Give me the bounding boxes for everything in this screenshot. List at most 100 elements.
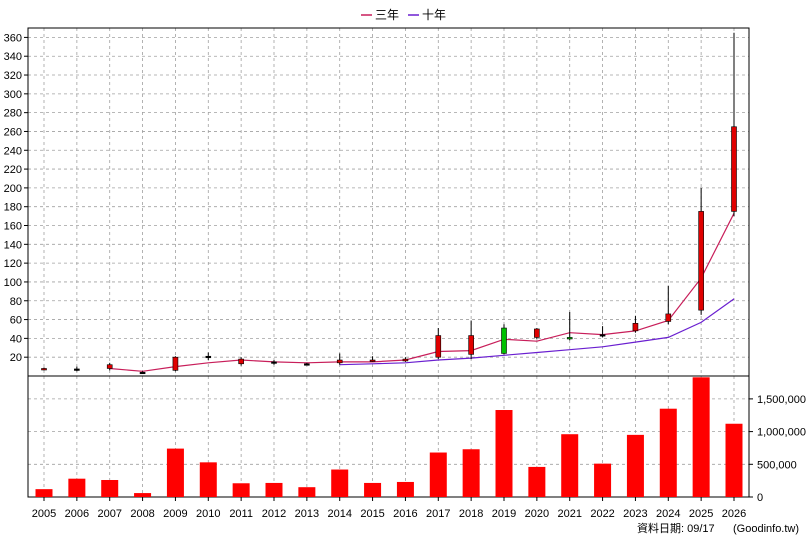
x-tick-label: 2023 bbox=[623, 508, 647, 520]
x-tick-label: 2024 bbox=[656, 508, 680, 520]
candle-body bbox=[698, 211, 704, 311]
volume-bar bbox=[298, 487, 316, 497]
legend-ma3-label: 三年 bbox=[375, 8, 399, 22]
x-tick-label: 2021 bbox=[557, 508, 581, 520]
price-tick-label: 240 bbox=[4, 145, 22, 157]
legend: 三年 十年 bbox=[361, 8, 446, 22]
ma10-line bbox=[339, 298, 735, 366]
x-tick-label: 2012 bbox=[262, 508, 286, 520]
x-tick-label: 2015 bbox=[360, 508, 384, 520]
candle-body bbox=[304, 363, 310, 366]
price-tick-label: 80 bbox=[10, 296, 22, 308]
legend-ma10-label: 十年 bbox=[422, 8, 446, 22]
moving-average-lines bbox=[109, 213, 735, 372]
candle-body bbox=[238, 358, 244, 365]
volume-bar bbox=[429, 452, 447, 497]
x-tick-label: 2026 bbox=[722, 508, 746, 520]
volume-bar bbox=[462, 449, 480, 497]
candlesticks bbox=[41, 32, 737, 375]
volume-bar bbox=[594, 463, 612, 497]
x-tick-label: 2025 bbox=[689, 508, 713, 520]
volume-bar bbox=[495, 410, 513, 497]
x-tick-label: 2009 bbox=[163, 508, 187, 520]
volume-bar bbox=[626, 434, 644, 497]
ma3-line bbox=[109, 213, 735, 372]
price-tick-label: 120 bbox=[4, 258, 22, 270]
volume-bar bbox=[232, 483, 250, 497]
candle-body bbox=[435, 335, 442, 358]
x-tick-label: 2010 bbox=[196, 508, 220, 520]
candle-body bbox=[731, 126, 737, 212]
volume-bar bbox=[331, 469, 349, 497]
volume-tick-label: 500,000 bbox=[757, 459, 797, 471]
candle-body bbox=[501, 327, 507, 354]
price-tick-label: 180 bbox=[4, 202, 22, 214]
volume-bar bbox=[364, 482, 382, 497]
price-tick-label: 160 bbox=[4, 221, 22, 233]
footer-date-label: 資料日期: 09/17 bbox=[637, 521, 715, 535]
x-tick-label: 2013 bbox=[295, 508, 319, 520]
volume-bar bbox=[659, 408, 677, 497]
volume-bar bbox=[528, 466, 546, 497]
volume-bars bbox=[35, 377, 743, 497]
grid-layer bbox=[28, 28, 749, 497]
candle-body bbox=[106, 364, 113, 369]
volume-bar bbox=[134, 493, 152, 497]
price-tick-label: 200 bbox=[4, 183, 22, 195]
x-tick-label: 2018 bbox=[459, 508, 483, 520]
volume-tick-label: 1,500,000 bbox=[757, 394, 806, 406]
candle-body bbox=[566, 337, 573, 340]
volume-bar bbox=[199, 462, 217, 497]
x-tick-label: 2014 bbox=[327, 508, 351, 520]
candle-body bbox=[369, 359, 376, 362]
candle-body bbox=[336, 359, 343, 364]
price-tick-label: 20 bbox=[10, 352, 22, 364]
volume-bar bbox=[692, 377, 710, 497]
price-tick-label: 100 bbox=[4, 277, 22, 289]
price-tick-label: 320 bbox=[4, 70, 22, 82]
candle-body bbox=[271, 361, 277, 364]
price-tick-label: 220 bbox=[4, 164, 22, 176]
candle-body bbox=[139, 371, 146, 375]
x-tick-label: 2022 bbox=[590, 508, 614, 520]
price-tick-label: 60 bbox=[10, 315, 22, 327]
footer-source-label: (Goodinfo.tw) bbox=[733, 523, 799, 535]
price-tick-label: 40 bbox=[10, 333, 22, 345]
price-tick-label: 140 bbox=[4, 239, 22, 251]
volume-bar bbox=[166, 448, 184, 497]
price-tick-label: 300 bbox=[4, 89, 22, 101]
price-tick-label: 340 bbox=[4, 51, 22, 63]
x-tick-label: 2007 bbox=[97, 508, 121, 520]
price-tick-label: 360 bbox=[4, 32, 22, 44]
volume-bar bbox=[101, 479, 119, 497]
candle-body bbox=[402, 358, 409, 362]
candle-body bbox=[665, 313, 672, 322]
volume-bar bbox=[396, 481, 414, 497]
x-tick-label: 2005 bbox=[32, 508, 56, 520]
volume-bar bbox=[561, 434, 579, 497]
x-tick-label: 2006 bbox=[65, 508, 89, 520]
candle-body bbox=[599, 334, 606, 337]
candle-body bbox=[41, 368, 47, 371]
x-tick-label: 2011 bbox=[229, 508, 253, 520]
price-tick-label: 280 bbox=[4, 108, 22, 120]
axis-layer bbox=[24, 27, 753, 501]
candle-body bbox=[205, 355, 212, 359]
x-tick-label: 2020 bbox=[525, 508, 549, 520]
x-tick-label: 2008 bbox=[130, 508, 154, 520]
price-tick-label: 260 bbox=[4, 126, 22, 138]
x-tick-label: 2016 bbox=[393, 508, 417, 520]
plot-frame bbox=[27, 27, 750, 498]
tick-labels: 2005 2006 2007 2008 2009 2010 2011 2012 2013 2014… bbox=[4, 32, 806, 520]
volume-bar bbox=[35, 489, 53, 497]
volume-bar bbox=[725, 423, 743, 497]
candle-body bbox=[74, 368, 80, 371]
volume-bar bbox=[68, 478, 86, 497]
volume-bar bbox=[265, 482, 283, 497]
x-tick-label: 2017 bbox=[426, 508, 450, 520]
x-tick-label: 2019 bbox=[492, 508, 516, 520]
candle-body bbox=[632, 323, 639, 332]
candle-body bbox=[172, 356, 179, 371]
